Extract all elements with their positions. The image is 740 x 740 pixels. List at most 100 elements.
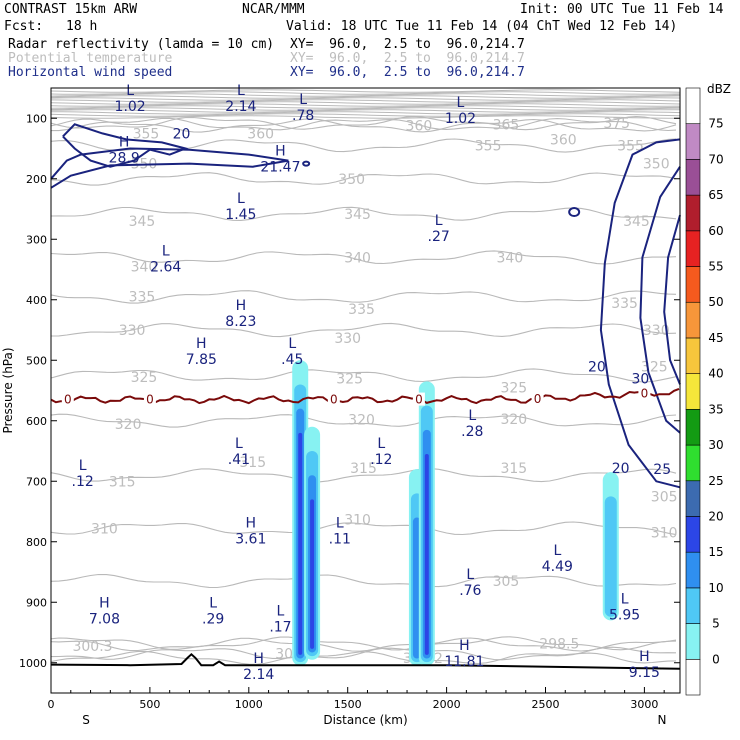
- wind-contour: [568, 207, 581, 218]
- theta-isentrope: [50, 322, 677, 338]
- colorbar-tick-label: 75: [708, 117, 723, 131]
- theta-label: 310: [651, 526, 678, 542]
- field-wind-name: Horizontal wind speed: [8, 65, 173, 80]
- extremum-value: 21.47: [260, 160, 300, 176]
- theta-band-line: [51, 111, 681, 115]
- extremum-type: L: [162, 243, 170, 259]
- theta-label: 330: [334, 331, 361, 347]
- extremum-value: .78: [292, 108, 314, 124]
- freezing-label: 0: [64, 393, 72, 407]
- extremum-value: 1.45: [225, 207, 256, 223]
- org-title: NCAR/MMM: [242, 2, 305, 17]
- freezing-label-bg: [327, 392, 340, 406]
- theta-isentrope: [50, 118, 677, 133]
- colorbar-tick-label: 10: [708, 581, 723, 595]
- extremum-type: H: [639, 649, 650, 665]
- reflectivity-cell: [310, 499, 315, 649]
- colorbar-tick-label: 35: [708, 402, 723, 416]
- y-tick-label: 400: [26, 294, 47, 307]
- colorbar-tick-label: 0: [712, 652, 720, 666]
- theta-label: 315: [350, 461, 377, 477]
- y-tick-label: 500: [26, 354, 47, 367]
- theta-label: 315: [109, 474, 136, 490]
- theta-label: 355: [617, 138, 644, 154]
- x-tick-label: 2000: [433, 698, 461, 711]
- extremum-type: L: [209, 596, 217, 612]
- theta-band-line: [50, 107, 681, 111]
- theta-label: 310: [91, 521, 118, 537]
- x-axis-label: Distance (km): [323, 713, 407, 727]
- extremum-type: L: [235, 436, 243, 452]
- colorbar-tick-label: 40: [708, 367, 723, 381]
- extremum-type: L: [553, 543, 561, 559]
- forecast-hour: 18 h: [66, 19, 98, 34]
- colorbar-tick-label: 25: [708, 474, 723, 488]
- y-tick-label: 1000: [19, 657, 47, 670]
- theta-isentrope: [50, 637, 677, 652]
- colorbar-tick-label: 50: [708, 295, 723, 309]
- colorbar-swatch: [685, 337, 701, 374]
- colorbar-swatch: [685, 123, 701, 160]
- extremum-type: H: [275, 144, 286, 160]
- theta-label: 335: [129, 290, 156, 306]
- valid-time: Valid: 18 UTC Tue 11 Feb 14 (04 ChT Wed …: [286, 19, 678, 34]
- x-tick-label: 1000: [235, 698, 263, 711]
- extremum-value: .11: [329, 532, 351, 548]
- y-tick-label: 200: [26, 173, 47, 186]
- theta-isentrope: [51, 117, 677, 132]
- y-tick-label: 300: [26, 233, 47, 246]
- theta-label: 350: [643, 157, 670, 173]
- freezing-label-bg: [61, 392, 74, 406]
- theta-band-line: [50, 101, 681, 105]
- field-wind-xy: XY= 96.0, 2.5 to 96.0,214.7: [290, 65, 525, 80]
- colorbar-unit: dBZ: [707, 82, 731, 96]
- extremum-value: 11.81: [444, 654, 484, 670]
- theta-label: 330: [643, 323, 670, 339]
- theta-isentrope: [50, 521, 677, 536]
- theta-band-line: [50, 93, 681, 97]
- wind-contour-label: 25: [653, 462, 671, 478]
- theta-isentrope: [50, 250, 677, 265]
- field-reflectivity-name: Radar reflectivity (lamda = 10 cm): [8, 37, 275, 52]
- reflectivity-cell: [424, 454, 429, 655]
- theta-band-line: [50, 91, 681, 95]
- model-title: CONTRAST 15km ARW: [4, 2, 138, 17]
- theta-isentrope: [50, 172, 677, 186]
- theta-label: 340: [344, 250, 371, 266]
- extremum-value: 9.15: [629, 665, 660, 681]
- extremum-type: H: [246, 516, 257, 532]
- terrain: [50, 652, 681, 670]
- theta-band-line: [50, 113, 681, 117]
- extremum-type: L: [466, 567, 474, 583]
- colorbar-swatch: [685, 409, 701, 446]
- wind-contour-label: 30: [632, 371, 650, 387]
- extremum-value: 2.14: [243, 667, 274, 683]
- extremum-type: L: [237, 83, 245, 99]
- extremum-value: 28.9: [109, 151, 140, 167]
- wind-contours: 20 20 20 30 25: [50, 123, 681, 489]
- freezing-label: 0: [641, 387, 649, 401]
- extremum-value: .27: [428, 229, 450, 245]
- colorbar-swatch: [685, 87, 701, 125]
- extremum-type: L: [336, 516, 344, 532]
- theta-isentrope: [50, 368, 677, 383]
- extremum-type: L: [621, 591, 629, 607]
- wind-contour: [50, 147, 289, 189]
- colorbar-swatch: [685, 373, 701, 410]
- field-theta-name: Potential temperature: [8, 51, 173, 66]
- reflectivity-cells: [292, 360, 619, 666]
- init-time: Init: 00 UTC Tue 11 Feb 14: [520, 2, 724, 17]
- theta-label: 320: [348, 413, 375, 429]
- theta-label: 360: [247, 126, 274, 142]
- colorbar-tick-label: 5: [712, 617, 720, 631]
- plot-frame: [50, 87, 681, 694]
- theta-isentrope: [50, 290, 677, 304]
- y-axis-label: Pressure (hPa): [1, 347, 15, 433]
- y-tick-label: 100: [26, 112, 47, 125]
- wind-contour: [599, 138, 681, 489]
- extremum-value: 1.02: [445, 111, 476, 127]
- wind-contour-label: 20: [612, 461, 630, 477]
- extremum-type: H: [99, 596, 110, 612]
- extremum-type: L: [299, 92, 307, 108]
